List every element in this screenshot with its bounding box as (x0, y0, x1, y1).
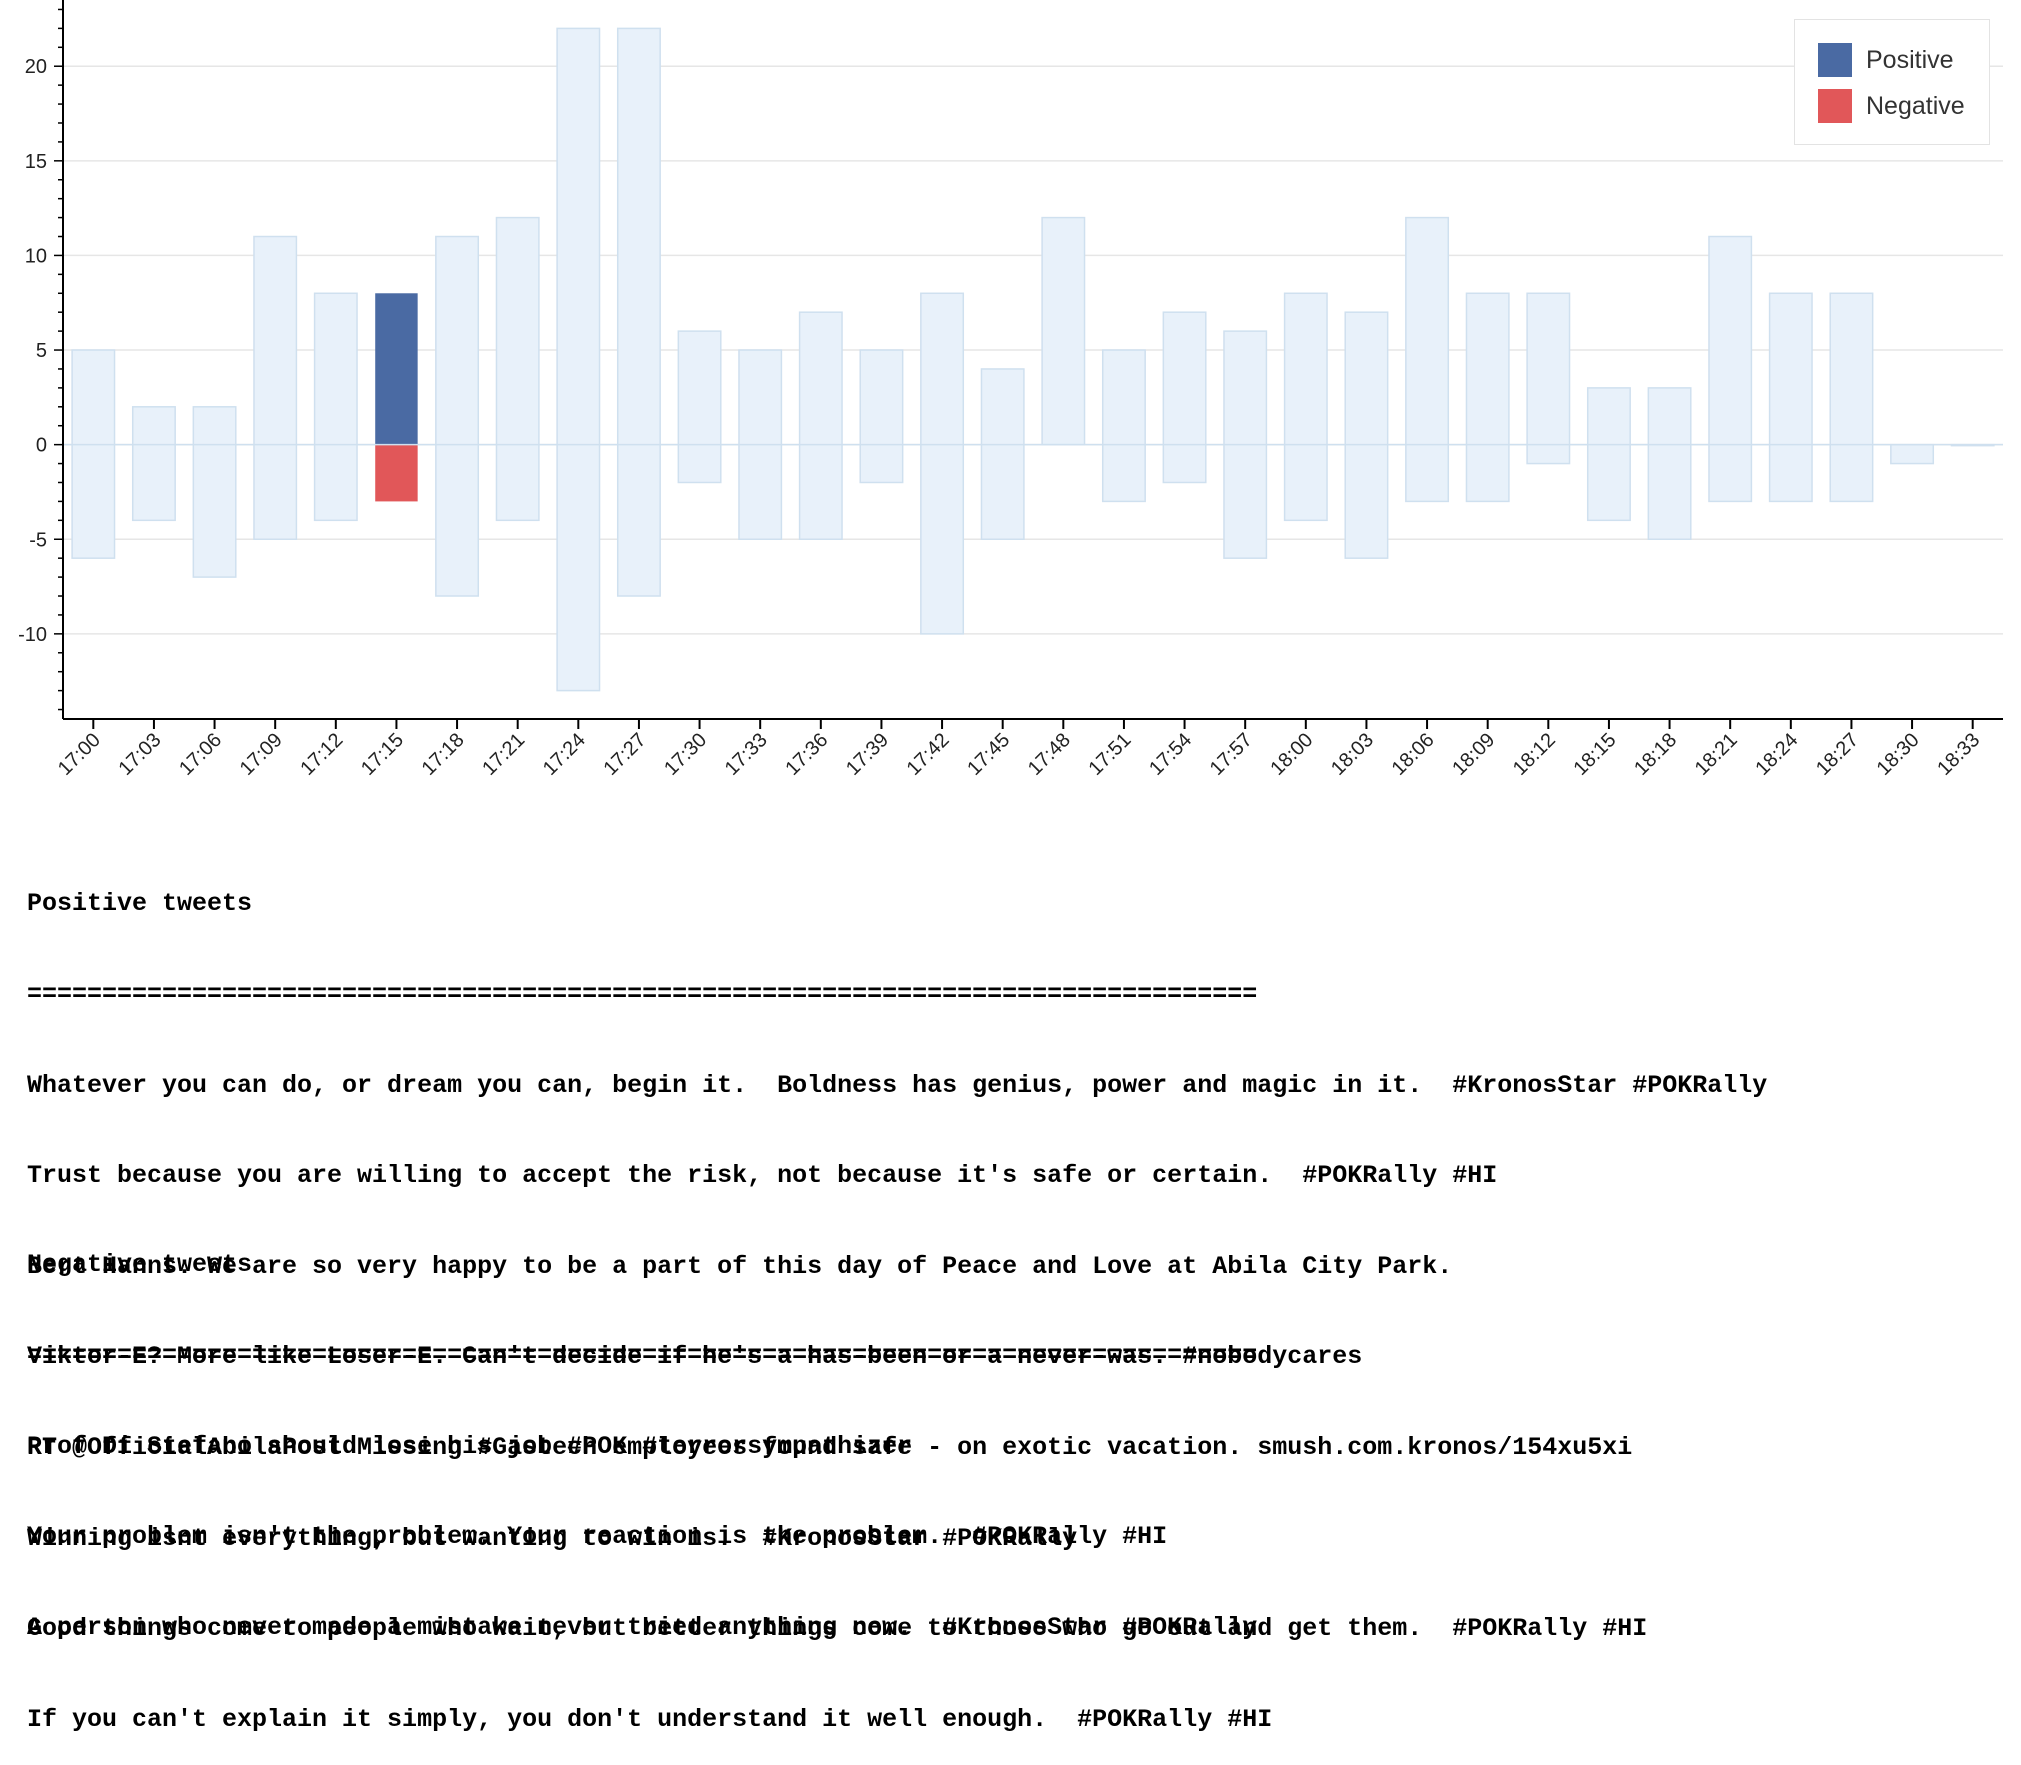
positive-tweets-heading: Positive tweets (27, 889, 253, 919)
x-tick-label: 17:12 (296, 729, 347, 780)
bar-range-18:09 (1465, 292, 1510, 503)
bar-range-18:06 (1405, 216, 1450, 503)
y-axis: 20 15 10 5 0 -5 -10 (18, 0, 64, 719)
bar-range-18:24 (1768, 292, 1813, 503)
x-tick-label: 17:21 (478, 729, 529, 780)
bar-range-17:00 (71, 349, 116, 559)
positive-tweets-rule: ========================================… (27, 980, 1258, 1009)
bar-positive-17:15 (375, 293, 418, 445)
positive-tweet-line: Trust because you are willing to accept … (27, 1161, 1498, 1191)
x-tick-label: 17:00 (54, 729, 105, 780)
bar-range-17:48 (1041, 216, 1086, 446)
x-tick-label: 17:36 (781, 729, 832, 780)
y-tick-label: 0 (36, 435, 47, 457)
negative-tweet-line: Your problem isn't the problem. Your rea… (27, 1522, 1168, 1552)
x-tick-label: 17:45 (963, 729, 1014, 780)
x-axis: 17:00 17:03 17:06 17:09 17:12 17:15 17:18 17:21… (54, 718, 2003, 780)
legend-swatch-positive (1818, 43, 1852, 77)
x-tick-label: 17:42 (903, 729, 954, 780)
negative-tweets-rule: ========================================… (27, 1341, 1258, 1370)
bar-range-17:12 (313, 292, 358, 522)
x-tick-label: 17:54 (1145, 729, 1196, 780)
x-tick-label: 18:18 (1630, 729, 1681, 780)
x-tick-label: 18:33 (1933, 729, 1984, 780)
legend: Positive Negative (1794, 19, 1990, 145)
x-tick-label: 18:06 (1388, 729, 1439, 780)
x-tick-label: 17:06 (175, 729, 226, 780)
x-tick-label: 17:51 (1085, 729, 1136, 780)
y-tick-label: 10 (25, 245, 47, 267)
bar-range-17:51 (1101, 349, 1146, 503)
bar-range-17:30 (677, 330, 722, 484)
y-tick-label: -10 (18, 624, 47, 646)
x-tick-label: 17:57 (1206, 729, 1257, 780)
negative-tweets-heading: Negative tweets (27, 1250, 253, 1280)
bar-range-17:54 (1162, 311, 1207, 484)
bar-range-18:12 (1526, 292, 1571, 465)
legend-swatch-negative (1818, 89, 1852, 123)
legend-label-positive: Positive (1866, 45, 1954, 74)
x-tick-label: 18:15 (1570, 729, 1621, 780)
x-tick-label: 17:48 (1024, 729, 1075, 780)
bar-range-17:18 (435, 235, 480, 597)
bar-range-17:09 (253, 235, 298, 540)
positive-tweet-line: Whatever you can do, or dream you can, b… (27, 1070, 1768, 1100)
legend-label-negative: Negative (1866, 91, 1965, 120)
bar-range-17:21 (495, 216, 540, 522)
y-tick-label: -5 (29, 529, 47, 551)
y-tick-label: 15 (25, 151, 47, 173)
bar-range-17:42 (920, 292, 965, 635)
x-tick-label: 17:03 (115, 729, 166, 780)
negative-tweets-section: Negative tweets ========================… (27, 1190, 1257, 1673)
bar-range-18:00 (1283, 292, 1328, 522)
y-tick-label: 20 (25, 56, 47, 78)
x-tick-label: 18:12 (1509, 729, 1560, 780)
bar-range-17:45 (980, 368, 1025, 541)
negative-tweet-line: Prof Di Stefano should lose his job #POK… (27, 1431, 913, 1461)
x-tick-label: 17:30 (660, 729, 711, 780)
x-tick-label: 17:39 (842, 729, 893, 780)
bar-range-17:03 (131, 406, 176, 522)
bar-range-18:03 (1344, 311, 1389, 559)
positive-tweet-line: If you can't explain it simply, you don'… (27, 1704, 1273, 1734)
x-tick-label: 17:15 (357, 729, 408, 780)
x-tick-label: 17:18 (418, 729, 469, 780)
bar-range-17:36 (798, 311, 843, 540)
x-tick-label: 18:24 (1751, 729, 1802, 780)
x-tick-label: 18:09 (1448, 729, 1499, 780)
bar-range-17:39 (859, 349, 904, 484)
x-tick-label: 17:09 (236, 729, 287, 780)
bars (71, 27, 1995, 692)
bar-range-17:24 (556, 27, 601, 692)
x-tick-label: 17:27 (600, 729, 651, 780)
positive-tweet-line: Bert Hanns: We are so very happy to be a… (27, 1251, 1453, 1281)
x-tick-label: 18:03 (1327, 729, 1378, 780)
x-tick-label: 18:00 (1266, 729, 1317, 780)
x-tick-label: 18:27 (1812, 729, 1863, 780)
legend-item-positive[interactable]: Positive (1818, 43, 1954, 77)
bar-range-18:21 (1708, 235, 1753, 503)
bar-negative-17:15 (375, 444, 418, 502)
bar-range-18:15 (1586, 387, 1631, 522)
x-tick-label: 18:30 (1873, 729, 1924, 780)
negative-tweet-line: A person who never made a mistake never … (27, 1612, 1258, 1642)
bar-range-17:27 (616, 27, 661, 597)
x-tick-label: 18:21 (1691, 729, 1742, 780)
bar-range-17:06 (192, 406, 237, 578)
chart-area: 20 15 10 5 0 -5 -10 17:00 17:03 17:06 17:09 17:12 17… (0, 0, 2021, 810)
legend-item-negative[interactable]: Negative (1818, 89, 1965, 123)
bar-range-18:18 (1647, 387, 1692, 541)
x-tick-label: 17:33 (721, 729, 772, 780)
x-tick-label: 17:24 (539, 729, 590, 780)
bar-range-18:27 (1829, 292, 1874, 503)
bar-range-18:30 (1890, 443, 1935, 465)
y-tick-label: 5 (36, 340, 47, 362)
